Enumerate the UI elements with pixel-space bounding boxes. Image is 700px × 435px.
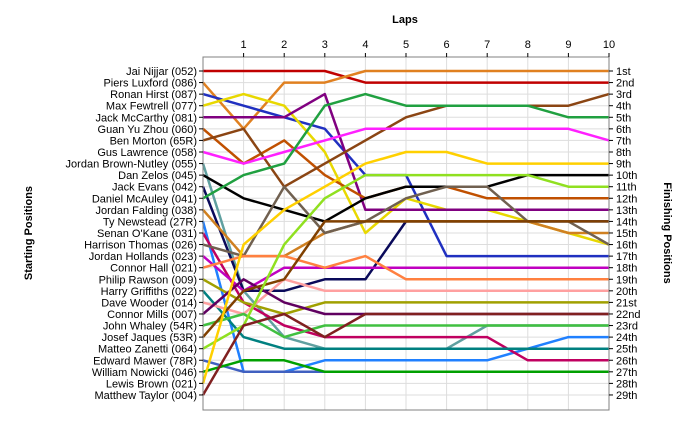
driver-label: Jack McCarthy (081) [96,112,197,124]
finish-position-label: 5th [616,112,631,124]
finish-position-label: 19th [616,274,637,286]
series-line-21 [202,278,609,316]
driver-label: Matthew Taylor (004) [94,390,197,402]
driver-label: Piers Luxford (086) [103,78,197,90]
grid [203,57,610,410]
driver-label: Connor Mills (007) [107,309,197,321]
series-line-23 [202,312,609,339]
finish-position-label: 8th [616,147,631,159]
finishing-position-ticks: 1st2nd3rd4th5th6th7th8th9th10th11th12th1… [609,66,640,402]
finish-position-label: 20th [616,286,637,298]
finish-position-label: 16th [616,240,637,252]
finish-position-label: 24th [616,332,637,344]
finish-position-label: 28th [616,378,637,390]
series-line-24 [202,220,609,338]
driver-label: Max Fewtrell (077) [106,101,197,113]
driver-label: Jack Evans (042) [112,182,197,194]
series-line-10 [202,173,609,223]
lap-tick-label: 2 [281,39,287,51]
driver-label: Lewis Brown (021) [106,378,197,390]
finish-position-label: 7th [616,135,631,147]
lap-tick-label: 1 [241,39,247,51]
series-line-19 [202,278,609,316]
finish-position-label: 6th [616,124,631,136]
finish-position-label: 3rd [616,89,632,101]
y-axis-label-right: Finishing Positions [661,182,673,283]
driver-label: Gus Lawrence (058) [97,147,197,159]
driver-label: Ronan Hirst (087) [110,89,197,101]
finish-position-label: 26th [616,355,637,367]
driver-label: Daniel McAuley (041) [92,193,197,205]
finish-position-label: 21st [616,297,637,309]
finish-position-label: 2nd [616,78,634,90]
series-line-12 [202,92,609,200]
lap-tick-label: 10 [603,39,615,51]
driver-label: Ben Morton (65R) [110,135,197,147]
driver-label: Ty Newstead (27R) [103,216,197,228]
finish-position-label: 1st [616,66,631,78]
series-lines [201,69,610,396]
finish-position-label: 11th [616,182,637,194]
finish-position-label: 29th [616,390,637,402]
lap-tick-label: 6 [444,39,450,51]
series-line-5 [203,92,609,212]
driver-label: Guan Yu Zhou (060) [98,124,197,136]
finish-position-label: 14th [616,216,637,228]
finish-position-label: 25th [616,344,637,356]
finish-position-label: 22nd [616,309,640,321]
driver-label: Harrison Thomas (026) [84,240,197,252]
driver-label: Matteo Zanetti (064) [98,344,197,356]
finish-position-label: 13th [616,205,637,217]
lap-tick-label: 5 [403,39,409,51]
series-line-20 [202,289,609,350]
driver-label: Dave Wooder (014) [101,297,197,309]
driver-label: Jordan Falding (038) [95,205,197,217]
finish-position-label: 17th [616,251,637,263]
lap-tick-label: 9 [565,39,571,51]
driver-label: Connor Hall (021) [110,263,197,275]
lap-tick-label: 8 [525,39,531,51]
lap-ticks: 1 2 3 4 5 6 7 8 9 10 [241,39,615,57]
series-line-25 [202,173,609,350]
driver-label: Edward Mawer (78R) [93,355,197,367]
lap-tick-label: 4 [362,39,368,51]
driver-label: Josef Jaques (53R) [102,332,197,344]
finish-position-label: 12th [616,193,637,205]
series-line-1 [203,69,609,84]
finish-position-label: 18th [616,263,637,275]
driver-label: Dan Zelos (045) [118,170,197,182]
driver-label: William Nowicki (046) [92,367,197,379]
driver-label: Jordan Hollands (023) [89,251,197,263]
series-line-8 [202,127,610,165]
finish-position-label: 15th [616,228,637,240]
series-line-17 [202,255,609,293]
finish-position-label: 4th [616,101,631,113]
driver-label: Jordan Brown-Nutley (055) [66,159,197,171]
driver-label: John Whaley (54R) [103,321,197,333]
finish-position-label: 9th [616,159,631,171]
series-line-27 [202,359,609,374]
lap-tick-label: 3 [322,39,328,51]
series-line-28 [201,150,609,384]
series-line-29 [201,312,609,396]
series-line-2 [202,69,609,131]
driver-label: Philip Rawson (009) [99,274,197,286]
starting-position-ticks: Jai Nijjar (052)Piers Luxford (086)Ronan… [66,66,203,402]
y-axis-label-left: Starting Positions [23,186,35,280]
driver-label: Jai Nijjar (052) [126,66,197,78]
finish-position-label: 27th [616,367,637,379]
lap-tick-label: 7 [484,39,490,51]
driver-label: Senan O'Kane (031) [97,228,197,240]
finish-position-label: 10th [616,170,637,182]
chart-title: Laps [392,14,418,26]
finish-position-label: 23rd [616,321,638,333]
series-line-18 [202,254,609,281]
driver-label: Harry Griffiths (022) [101,286,197,298]
